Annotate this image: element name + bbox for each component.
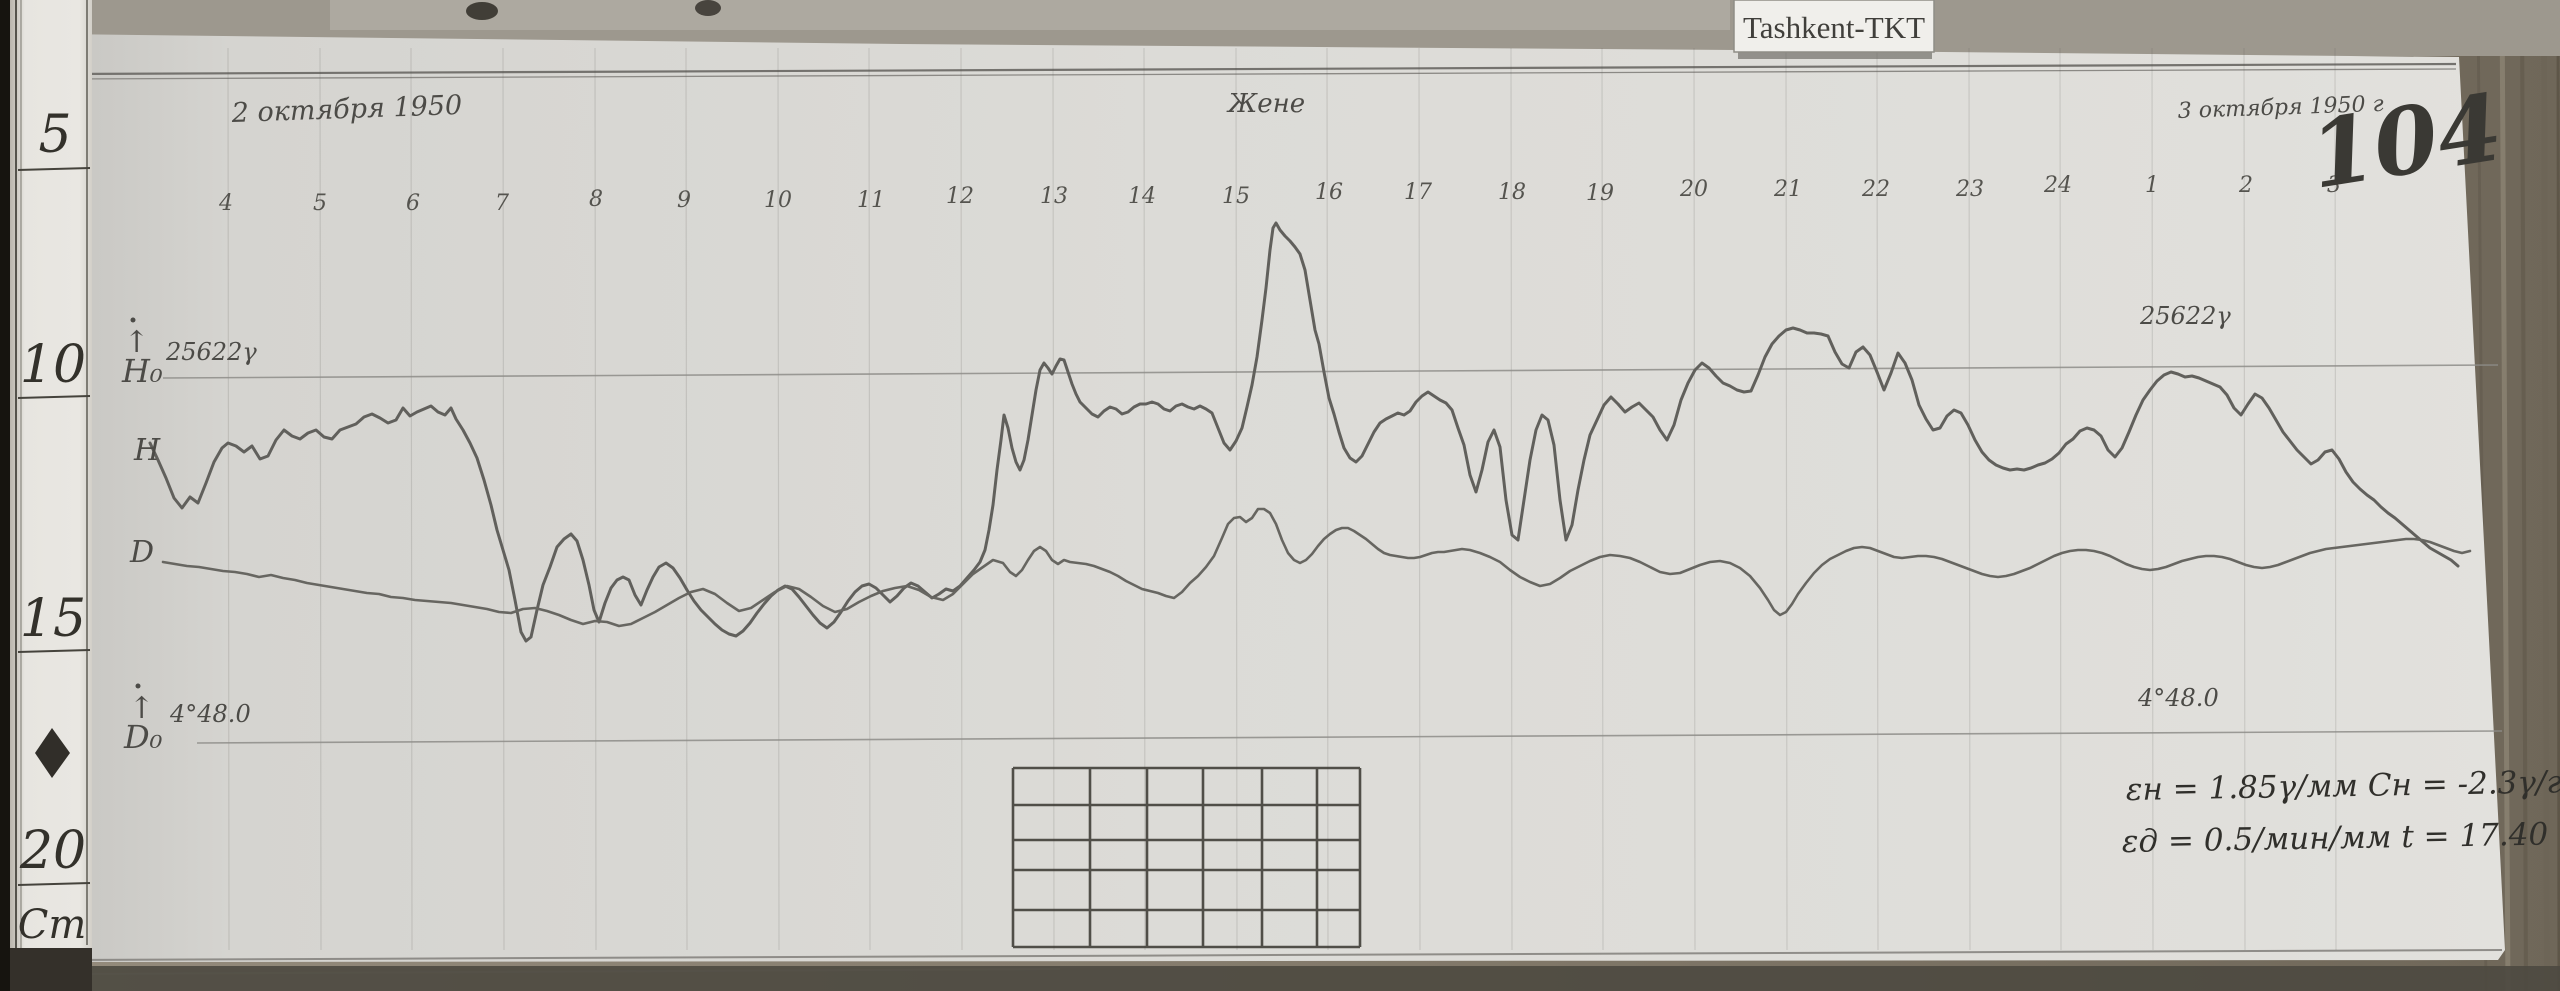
hour-gridline (2243, 47, 2246, 951)
ruler-bottom-cap (10, 948, 92, 991)
hour-label: 1 (2145, 173, 2159, 198)
dot-icon (135, 683, 141, 689)
hour-label: 15 (1222, 184, 1250, 209)
hour-gridline (227, 47, 230, 951)
bottom-strip (92, 966, 2560, 991)
hour-gridline (1235, 47, 1238, 951)
top-backing-sheet-edge (330, 0, 1730, 30)
hour-gridline (2151, 47, 2154, 951)
hour-gridline (1968, 47, 1971, 951)
pin-icon (695, 0, 721, 16)
hour-gridlines (227, 47, 2337, 951)
hour-label: 12 (946, 184, 974, 209)
hour-gridline (1143, 47, 1146, 951)
hour-gridline (1693, 47, 1696, 951)
ruler-mark-15: 15 (20, 589, 86, 649)
hour-label: 24 (2043, 173, 2072, 198)
hour-label: 20 (1679, 177, 1708, 202)
up-arrow-icon: ↑ (129, 691, 154, 726)
h-baseline-line (162, 364, 2499, 379)
chart-title: Жене (1226, 89, 1305, 119)
hour-label: 5 (313, 191, 327, 216)
ruler-mark-10: 10 (20, 335, 86, 395)
hour-gridline (2059, 47, 2062, 951)
paper-top-border (63, 62, 2457, 76)
station-label-text: Tashkent-TKT (1743, 10, 1925, 45)
paper-bottom-edge (61, 949, 2503, 961)
d-value-right: 4°48.0 (2137, 684, 2219, 712)
hour-label: 16 (1315, 180, 1343, 205)
station-label: Tashkent-TKT (1733, 0, 1935, 59)
hour-gridline (1785, 47, 1788, 951)
h-baseline-value: 25622γ (165, 338, 257, 366)
hour-gridline (1876, 47, 1879, 951)
hour-label: 13 (1040, 184, 1068, 209)
hour-label: 4 (218, 191, 233, 216)
hour-label: 3 (2327, 173, 2341, 198)
hour-label: 9 (677, 188, 691, 213)
hour-gridline (2334, 47, 2337, 951)
hour-gridline (685, 47, 688, 951)
hour-gridline (1326, 47, 1329, 951)
hour-label: 11 (857, 188, 885, 213)
hour-label: 7 (495, 191, 509, 216)
pin-icon (466, 2, 498, 20)
scale-formula-line2: εд = 0.5/мин/мм t = 17.40 (2122, 817, 2549, 860)
hour-gridline (1052, 47, 1055, 951)
hour-gridline (1418, 47, 1421, 951)
ruler: 5 10 15 20 Cm (0, 0, 92, 991)
hour-label: 8 (589, 187, 603, 212)
chart-paper (58, 34, 2505, 962)
hour-gridline (594, 47, 597, 951)
calibration-grid (1011, 766, 1362, 949)
hour-label: 23 (1955, 177, 1984, 202)
hour-label: 14 (1128, 184, 1156, 209)
hour-label: 22 (1861, 177, 1890, 202)
hour-label: 6 (406, 191, 420, 216)
ruler-mark-5: 5 (38, 105, 71, 165)
ruler-unit: Cm (18, 902, 87, 948)
h-trace (148, 221, 2460, 643)
ruler-body (10, 0, 92, 991)
h-baseline-label: H₀ (121, 352, 163, 390)
h-value-right: 25622γ (2139, 302, 2231, 330)
ruler-mark-20: 20 (19, 821, 86, 881)
hour-label: 18 (1498, 180, 1526, 205)
dot-icon (130, 317, 136, 323)
scale-formula-line1: εн = 1.85γ/мм Сн = -2.3γ/гр. (2126, 764, 2560, 808)
hour-label: 21 (1773, 177, 1802, 202)
hour-gridline (1601, 47, 1604, 951)
hour-gridline (502, 47, 505, 951)
hour-gridline (960, 47, 963, 951)
up-arrow-icon: ↑ (124, 325, 149, 360)
hour-label: 19 (1586, 181, 1614, 206)
hour-gridline (410, 47, 413, 951)
hour-gridline (868, 47, 871, 951)
hour-label: 2 (2238, 173, 2253, 198)
paper-top-border-2 (63, 68, 2457, 80)
hour-label: 17 (1404, 180, 1432, 205)
ruler-diamond-icon (35, 728, 70, 778)
d-baseline-value: 4°48.0 (169, 700, 251, 728)
hour-label: 10 (764, 188, 792, 213)
d-baseline-label: D₀ (123, 718, 163, 756)
d-trace-label: D (129, 535, 154, 570)
hour-gridline (777, 47, 780, 951)
d-baseline-line (196, 730, 2503, 744)
h-trace-label: H (133, 433, 161, 468)
wood-grain (2476, 0, 2560, 991)
hour-gridline (1510, 47, 1513, 951)
d-trace (161, 507, 2472, 628)
hour-labels: 4 5 6 7 8 9 10 11 12 13 14 15 16 17 18 19 20 21 22 23 24 1 2 3 (218, 173, 2341, 216)
hour-gridline (319, 47, 322, 951)
ruler-ticks (17, 167, 91, 886)
